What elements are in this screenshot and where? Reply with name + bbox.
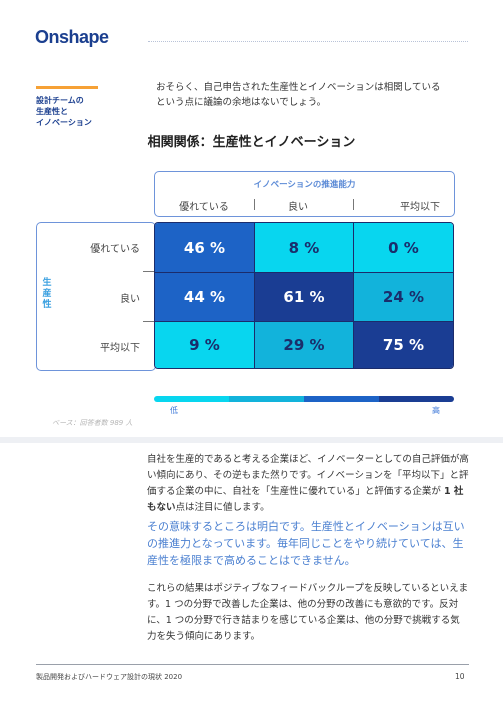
onshape-logo: Onshape — [35, 27, 109, 47]
column-divider — [353, 199, 354, 210]
matrix-cell: 8 % — [255, 223, 354, 273]
pull-quote: その意味するところは明白です。生産性とイノベーションは互いの推進力となっています… — [147, 520, 465, 567]
column-header-excellent: 優れている — [179, 202, 229, 213]
intro-text: おそらく、自己申告された生産性とイノベーションは相関している という点に議論の余… — [156, 82, 441, 108]
column-header-good: 良い — [288, 202, 308, 213]
column-axis-label: イノベーションの推進能力 — [253, 180, 356, 190]
correlation-matrix: 46 % 8 % 0 % 44 % 61 % 24 % 9 % 29 % 75 … — [154, 222, 454, 369]
matrix-cell: 0 % — [354, 223, 453, 273]
matrix-cell: 24 % — [354, 273, 453, 322]
footer-rule — [36, 664, 469, 665]
header-dotted-rule — [148, 41, 468, 42]
legend-swatch — [154, 396, 229, 402]
color-scale-legend — [154, 396, 454, 402]
column-header-below-average: 平均以下 — [400, 202, 440, 213]
paragraph-text: 点は注目に値します。 — [175, 502, 270, 513]
row-divider — [143, 321, 154, 322]
column-divider — [254, 199, 255, 210]
legend-swatch — [304, 396, 379, 402]
legend-swatch — [229, 396, 304, 402]
legend-high-label: 高 — [432, 406, 440, 415]
column-header-frame — [154, 171, 455, 217]
row-header-below-average: 平均以下 — [100, 343, 140, 354]
paragraph-text: 自社を生産的であると考える企業ほど、イノベーターとしての自己評価が高い傾向にあり… — [147, 454, 469, 497]
section-accent-bar — [36, 86, 98, 89]
section-divider-band — [0, 437, 503, 443]
legend-low-label: 低 — [170, 406, 178, 415]
matrix-cell: 61 % — [255, 273, 354, 322]
sample-base-note: ベース：回答者数 989 人 — [52, 419, 133, 427]
row-divider — [143, 271, 154, 272]
matrix-cell: 29 % — [255, 322, 354, 368]
body-paragraph-2: これらの結果はポジティブなフィードバックループを反映しているといえます。1 つの… — [147, 583, 469, 642]
matrix-title: 相関関係：生産性とイノベーション — [147, 135, 356, 150]
section-label: 設計チームの 生産性と イノベーション — [36, 96, 92, 127]
row-header-excellent: 優れている — [90, 244, 140, 255]
emphasis-text: 1 社もない — [147, 486, 464, 513]
matrix-cell: 46 % — [155, 223, 255, 273]
footer-report-title: 製品開発およびハードウェア設計の現状 2020 — [36, 673, 183, 681]
body-paragraph-1: 自社を生産的であると考える企業ほど、イノベーターとしての自己評価が高い傾向にあり… — [147, 452, 469, 516]
row-axis-label: 生産性 — [42, 278, 52, 310]
matrix-cell: 9 % — [155, 322, 255, 368]
matrix-cell: 75 % — [354, 322, 453, 368]
matrix-cell: 44 % — [155, 273, 255, 322]
row-header-good: 良い — [120, 294, 140, 305]
page-number: 10 — [455, 672, 465, 681]
legend-swatch — [379, 396, 454, 402]
